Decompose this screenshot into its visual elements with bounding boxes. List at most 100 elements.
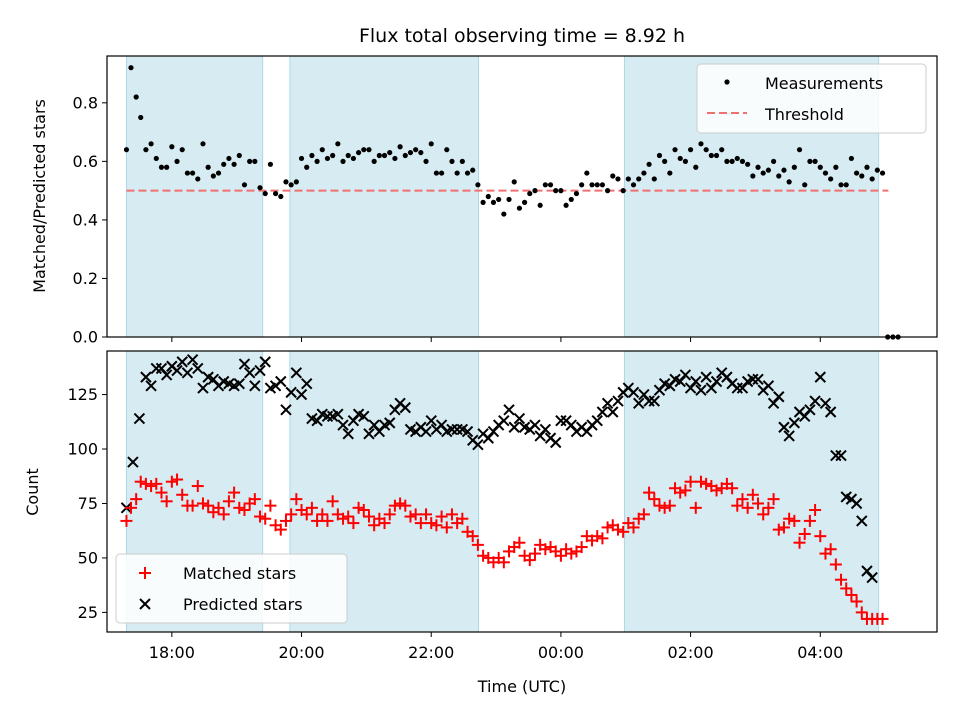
measurement-point [667,170,673,176]
measurement-point [729,158,735,164]
measurement-point [288,182,294,188]
measurement-point [859,173,865,179]
predicted-star-point [539,423,552,436]
predicted-star-point [762,380,775,392]
matched-star-point [772,523,785,536]
x-marker-stroke [140,371,152,383]
x-marker-stroke [814,371,826,383]
predicted-star-point [275,375,287,388]
measurement-point [200,141,206,147]
measurement-point [236,152,242,159]
measurement-point [563,202,569,208]
measurement-point [636,176,642,182]
matched-star-point [316,508,329,521]
x-marker-stroke [778,421,790,433]
matched-star-point [120,514,133,527]
matched-star-point [637,508,650,521]
matched-star-point [477,549,490,562]
predicted-star-point [197,382,209,394]
predicted-star-point [321,410,334,423]
x-marker-stroke [550,436,562,449]
x-marker-stroke [866,571,878,584]
matched-star-point [539,543,552,556]
measurement-point [672,147,678,153]
matched-star-point [394,497,407,510]
predicted-star-point [150,362,162,375]
x-marker-stroke [275,375,287,388]
x-marker-stroke [451,423,463,436]
matched-star-point [736,493,749,506]
matched-star-point [202,499,215,512]
measurement-point [205,164,211,170]
matched-star-point [658,501,671,514]
observing-windows-bottom [125,350,880,633]
matched-star-point [694,475,707,488]
x-marker-stroke [435,419,448,431]
predicted-star-point [140,371,152,383]
x-marker-stroke [145,380,157,392]
measurement-point [739,158,746,164]
top-legend-box [696,63,927,134]
measurement-point [371,158,377,164]
x-marker-stroke [285,386,297,399]
x-marker-stroke [171,364,183,377]
matched-star-point [311,514,324,527]
y-tick-label: 0.6 [73,152,98,171]
measurement-point [713,152,720,159]
matched-star-point [741,501,754,514]
matched-star-point [378,517,391,530]
matched-star-point [191,480,204,493]
measurement-point [459,158,465,164]
predicted-star-point [824,406,837,418]
predicted-star-point [127,456,139,468]
x-axis-label: Time (UTC) [477,677,566,696]
predicted-star-point [778,421,790,433]
measurement-point [791,164,797,170]
x-marker-stroke [518,421,531,433]
measurement-point [879,170,886,176]
predicted-star-point [461,425,474,438]
predicted-star-point [384,417,396,429]
matched-star-point [710,484,723,497]
x-marker-stroke [192,362,204,375]
x-marker-stroke [679,369,692,381]
top-y-ticks: 0.0 0.2 0.4 0.6 0.8 [73,93,107,347]
measurement-point [589,182,595,188]
measurement-point [610,173,616,179]
x-marker-stroke [752,373,764,386]
measurement-point [345,152,351,159]
matched-star-point [762,501,775,514]
matched-star-point [752,497,765,510]
y-tick-label: 75 [78,494,98,513]
y-tick-label: 0.2 [73,269,98,288]
measurement-point [573,190,580,197]
x-marker-stroke [368,419,380,431]
legend-matched-marker [139,567,151,579]
matched-star-point [840,582,853,595]
bottom-axes-frame [106,350,938,633]
measurement-point [708,152,714,159]
matched-star-point [165,475,178,488]
x-marker-stroke [591,414,603,427]
matched-star-point [435,510,448,523]
matched-star-point [228,486,241,499]
matched-star-point [264,499,277,512]
x-marker-stroke [819,397,832,409]
matched-star-point [414,517,427,530]
predicted-star-point [814,371,826,383]
x-marker-stroke [721,371,733,383]
measurement-point [812,158,818,164]
x-marker-stroke [461,425,474,438]
matched-star-point [440,521,453,534]
measurement-point [755,164,761,170]
y-tick-label: 0.8 [73,93,98,112]
matched-star-point [274,523,287,536]
predicted-star-point [607,406,619,418]
matched-star-point [689,501,702,514]
matched-star-point [876,612,889,625]
measurement-point [366,147,372,153]
predicted-star-point [295,388,308,401]
count-points [120,354,889,625]
x-marker-stroke [643,395,655,407]
measurement-point [195,176,201,182]
